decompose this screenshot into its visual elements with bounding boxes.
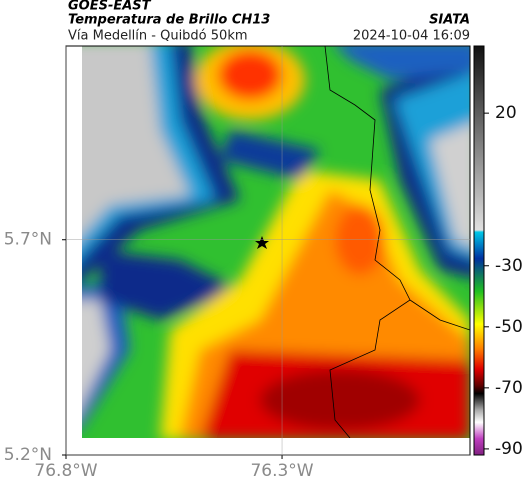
agency: SIATA — [429, 13, 470, 28]
product: Temperatura de Brillo CH13 — [68, 13, 270, 28]
x-tick-label: 76.8°W — [34, 461, 97, 481]
x-tick-label: 76.3°W — [250, 461, 313, 481]
timestamp: 2024-10-04 16:09 — [353, 29, 470, 44]
colorbar-tick-label: -30 — [495, 256, 523, 276]
colorbar-tick-label: 20 — [495, 103, 517, 123]
y-tick-label: 5.7°N — [4, 230, 52, 250]
y-tick-label: 5.2°N — [4, 445, 52, 465]
colorbar-tick-label: -50 — [495, 317, 523, 337]
colorbar — [473, 45, 485, 456]
source: GOES-EAST — [68, 0, 152, 14]
colorbar-tick-label: -90 — [495, 439, 523, 459]
colorbar-tick-label: -70 — [495, 378, 523, 398]
route: Vía Medellín - Quibdó 50km — [68, 29, 248, 44]
satellite-image — [82, 46, 470, 438]
